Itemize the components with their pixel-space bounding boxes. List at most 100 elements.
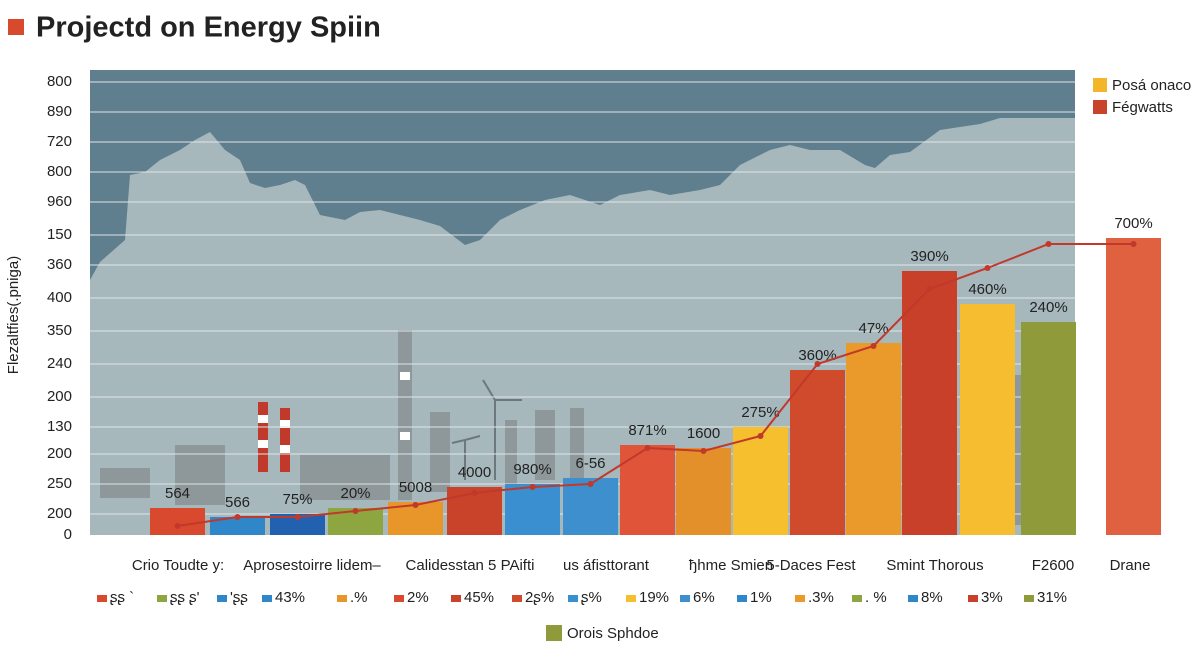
trend-point	[700, 448, 707, 454]
footnote-swatch	[626, 595, 636, 602]
footnote-swatch	[908, 595, 918, 602]
footnote-label: ʂʂ ʂ'	[170, 589, 200, 606]
bar	[1021, 322, 1076, 535]
footnote-swatch	[568, 595, 578, 602]
bar	[210, 517, 265, 535]
footnote-label: 43%	[275, 589, 305, 606]
trend-point	[234, 514, 241, 520]
bar-annotation: 275%	[741, 404, 779, 421]
bar-annotation: 390%	[910, 248, 948, 265]
bar	[563, 478, 618, 535]
bar	[960, 304, 1015, 535]
bar	[846, 343, 901, 535]
bar	[1106, 238, 1161, 535]
y-tick-label: 200	[47, 388, 72, 405]
legend-swatch	[1093, 100, 1107, 114]
x-label: Drane	[1110, 557, 1151, 574]
x-label: F2600	[1032, 557, 1075, 574]
footnote-label: .%	[350, 589, 368, 606]
trend-point	[984, 265, 991, 271]
footnote-swatch	[795, 595, 805, 602]
trend-point	[587, 481, 594, 487]
bottom-legend-label: Orois Sphdoe	[567, 625, 659, 642]
bar-annotation: 4000	[458, 464, 491, 481]
trend-point	[1045, 241, 1052, 247]
bar-annotation: 564	[165, 485, 190, 502]
x-label: Crio Toudte y:	[132, 557, 224, 574]
bar	[505, 484, 560, 535]
bottom-legend-swatch	[546, 625, 562, 641]
footnote-swatch	[394, 595, 404, 602]
chart-title: Projectd on Energy Spiin	[36, 12, 381, 44]
trend-point	[294, 514, 301, 520]
footnote-swatch	[852, 595, 862, 602]
footnote-label: 8%	[921, 589, 943, 606]
trend-point	[1130, 241, 1137, 247]
bar-annotation: 5008	[399, 479, 432, 496]
y-tick-label: 240	[47, 355, 72, 372]
bar-annotation: 460%	[968, 281, 1006, 298]
chimneys	[258, 372, 410, 472]
footnote-swatch	[451, 595, 461, 602]
y-tick-label: 360	[47, 256, 72, 273]
footnote-swatch	[737, 595, 747, 602]
x-label: Calidesstan 5 PAifti	[406, 557, 535, 574]
trend-point	[870, 343, 877, 349]
bar-annotation: 1600	[687, 425, 720, 442]
y-tick-label: 960	[47, 193, 72, 210]
x-label: 5-Daces Fest	[766, 557, 856, 574]
bar	[902, 271, 957, 535]
bar-annotation: 47%	[858, 320, 888, 337]
bar	[150, 508, 205, 535]
trend-point	[529, 484, 536, 490]
bar-annotation: 700%	[1114, 215, 1152, 232]
footnote-label: ʂʂ `	[110, 589, 134, 606]
footnote-label: 2%	[407, 589, 429, 606]
trend-point	[174, 523, 181, 529]
y-tick-label: 0	[64, 526, 72, 543]
footnote-label: 2ʂ%	[525, 589, 554, 606]
title-icon	[8, 19, 24, 35]
y-tick-label: 800	[47, 73, 72, 90]
y-tick-label: 200	[47, 505, 72, 522]
bar	[620, 445, 675, 535]
footnote-swatch	[157, 595, 167, 602]
bar-annotation: 20%	[340, 485, 370, 502]
footnote-swatch	[97, 595, 107, 602]
y-tick-label: 130	[47, 418, 72, 435]
footnote-swatch	[1024, 595, 1034, 602]
x-label: us áfisttorant	[563, 557, 650, 574]
x-label: ђhme Smien	[689, 557, 773, 574]
x-label: Smint Thorous	[886, 557, 983, 574]
y-tick-label: 150	[47, 226, 72, 243]
footnote-label: 19%	[639, 589, 669, 606]
trend-point	[814, 361, 821, 367]
trend-point	[644, 445, 651, 451]
footnote-label: 1%	[750, 589, 772, 606]
legend-label: Fégwatts	[1112, 99, 1173, 116]
footnote-label: . %	[865, 589, 887, 606]
footnote-label: 6%	[693, 589, 715, 606]
x-label: Aprosestoirre lidem–	[243, 557, 381, 574]
bar-annotation: 6-56	[575, 455, 605, 472]
bar	[270, 514, 325, 535]
trend-point	[757, 433, 764, 439]
bar	[790, 370, 845, 535]
y-tick-label: 400	[47, 289, 72, 306]
bar-annotation: 75%	[282, 491, 312, 508]
footnote-label: .3%	[808, 589, 834, 606]
factory-silhouette	[100, 330, 1023, 525]
y-tick-label: 890	[47, 103, 72, 120]
bar-annotation: 240%	[1029, 299, 1067, 316]
y-tick-label: 350	[47, 322, 72, 339]
footnote-label: 'ʂʂ	[230, 589, 248, 606]
footnote-label: 3%	[981, 589, 1003, 606]
y-tick-label: 800	[47, 163, 72, 180]
bar-annotation: 871%	[628, 422, 666, 439]
y-tick-label: 200	[47, 445, 72, 462]
footnote-swatch	[512, 595, 522, 602]
footnote-swatch	[968, 595, 978, 602]
y-tick-label: 250	[47, 475, 72, 492]
